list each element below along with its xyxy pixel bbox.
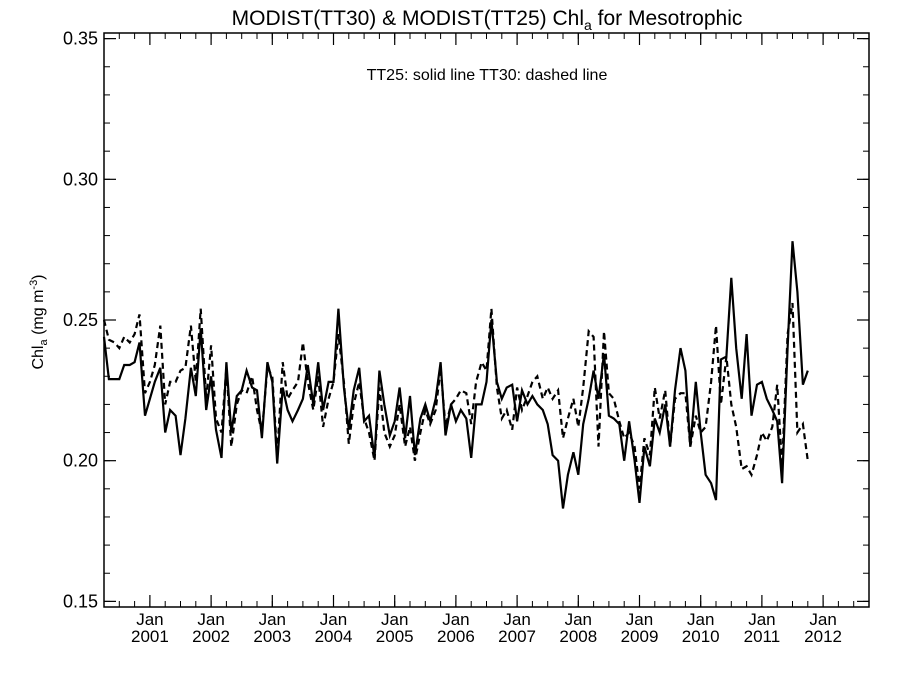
x-tick-label-year: 2007 <box>498 627 536 646</box>
y-tick-label: 0.30 <box>63 169 98 189</box>
x-tick-label-month: Jan <box>626 610 653 629</box>
x-tick-label-year: 2002 <box>192 627 230 646</box>
series-line-tt25 <box>102 241 809 509</box>
x-tick-label-month: Jan <box>442 610 469 629</box>
x-tick-label-year: 2003 <box>253 627 291 646</box>
x-tick-label-month: Jan <box>197 610 224 629</box>
y-axis-label: Chla (mg m-3) <box>28 274 50 369</box>
y-tick-label: 0.20 <box>63 451 98 471</box>
y-tick-label: 0.25 <box>63 310 98 330</box>
x-tick-label-year: 2008 <box>559 627 597 646</box>
x-tick-label-month: Jan <box>136 610 163 629</box>
x-tick-label-year: 2005 <box>376 627 414 646</box>
x-tick-label-month: Jan <box>687 610 714 629</box>
x-tick-label-month: Jan <box>259 610 286 629</box>
x-tick-label-year: 2010 <box>682 627 720 646</box>
x-tick-label-year: 2006 <box>437 627 475 646</box>
x-tick-label-month: Jan <box>809 610 836 629</box>
y-tick-label: 0.15 <box>63 591 98 611</box>
x-tick-label-month: Jan <box>503 610 530 629</box>
plot-frame <box>103 32 870 608</box>
annotation-text: TT25: solid line TT30: dashed line <box>367 67 608 84</box>
chart-title: MODIST(TT30) & MODIST(TT25) Chla for Mes… <box>232 7 743 33</box>
x-tick-label-year: 2012 <box>804 627 842 646</box>
x-tick-label-month: Jan <box>748 610 775 629</box>
y-tick-label: 0.35 <box>63 29 98 49</box>
x-tick-label-month: Jan <box>320 610 347 629</box>
x-tick-label-year: 2004 <box>315 627 353 646</box>
x-tick-label-year: 2011 <box>744 627 781 646</box>
x-tick-label-month: Jan <box>565 610 592 629</box>
x-tick-label-month: Jan <box>381 610 408 629</box>
x-tick-label-year: 2009 <box>621 627 659 646</box>
x-tick-label-year: 2001 <box>131 627 169 646</box>
series-line-tt30 <box>102 302 809 489</box>
